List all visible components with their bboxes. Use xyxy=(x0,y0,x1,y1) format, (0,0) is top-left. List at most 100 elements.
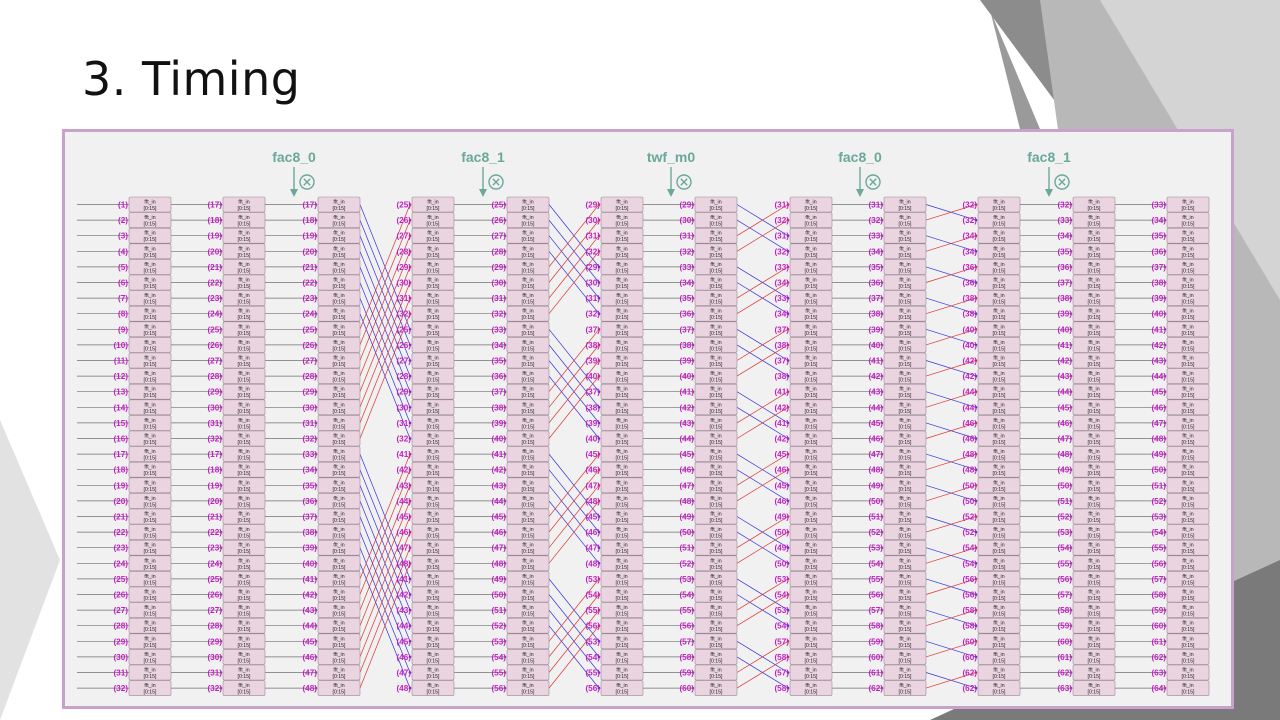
box-range-label: [0:15] xyxy=(1088,456,1102,462)
fft-register-box xyxy=(883,524,927,540)
fft-register-box xyxy=(1166,586,1210,603)
sample-index-label: (19) xyxy=(302,232,317,241)
box-range-label: [0:15] xyxy=(1182,300,1196,306)
wire-arrowhead xyxy=(786,250,790,253)
box-range-label: [0:15] xyxy=(993,206,1007,212)
fft-register-box xyxy=(222,196,266,213)
fft-register-box xyxy=(977,571,1021,587)
wire-arrowhead xyxy=(503,296,507,300)
box-name-label: fft_in xyxy=(616,402,627,408)
fft-register-box xyxy=(506,446,550,462)
sample-index-label: (37) xyxy=(774,325,789,334)
box-range-label: [0:15] xyxy=(333,627,347,633)
fft-register-box xyxy=(600,680,644,696)
sample-index-label: (28) xyxy=(302,372,317,381)
box-name-label: fft_in xyxy=(1182,465,1193,471)
sample-index-label: (46) xyxy=(1151,403,1166,412)
wire-arrowhead xyxy=(786,218,790,222)
fft-register-box xyxy=(694,430,738,447)
fft-register-box xyxy=(883,227,927,244)
sample-index-label: (58) xyxy=(868,622,883,631)
wire-arrowhead xyxy=(314,312,318,315)
fft-register-box xyxy=(600,243,644,260)
box-name-label: fft_in xyxy=(805,652,816,658)
wire-arrowhead xyxy=(597,374,601,378)
wire-arrowhead xyxy=(219,218,223,222)
box-range-label: [0:15] xyxy=(1182,471,1196,477)
fft-register-box xyxy=(883,337,927,353)
wire-arrowhead xyxy=(691,484,695,487)
box-name-label: fft_in xyxy=(993,543,1004,549)
box-range-label: [0:15] xyxy=(1182,222,1196,228)
fft-register-box xyxy=(317,493,361,509)
box-range-label: [0:15] xyxy=(144,346,158,352)
box-range-label: [0:15] xyxy=(522,346,536,352)
box-name-label: fft_in xyxy=(333,465,344,471)
routing-wire xyxy=(925,672,977,689)
box-name-label: fft_in xyxy=(427,215,438,221)
wire-arrowhead xyxy=(597,421,601,425)
box-range-label: [0:15] xyxy=(522,534,536,540)
sample-index-label: (39) xyxy=(585,357,600,366)
sample-index-label: (57) xyxy=(679,637,694,646)
box-name-label: fft_in xyxy=(710,621,721,627)
fft-register-box xyxy=(506,461,550,478)
sample-index-label: (47) xyxy=(1151,419,1166,428)
box-name-label: fft_in xyxy=(1182,558,1193,564)
fft-register-box xyxy=(694,493,738,509)
fft-register-box xyxy=(222,352,266,369)
box-range-label: [0:15] xyxy=(144,643,158,649)
sample-index-label: (60) xyxy=(868,653,883,662)
fft-register-box xyxy=(411,664,455,681)
sample-index-label: (36) xyxy=(868,279,883,288)
box-range-label: [0:15] xyxy=(238,471,252,477)
wire-arrowhead xyxy=(314,359,318,362)
wire-arrowhead xyxy=(1163,421,1167,425)
sample-index-label: (10) xyxy=(113,341,128,350)
box-range-label: [0:15] xyxy=(1182,565,1196,571)
sample-index-label: (48) xyxy=(585,559,600,568)
routing-wire xyxy=(548,500,600,564)
wire-arrowhead xyxy=(597,608,601,612)
fft-register-box xyxy=(883,290,927,306)
box-name-label: fft_in xyxy=(427,621,438,627)
wire-arrowhead xyxy=(408,484,412,487)
sample-index-label: (25) xyxy=(396,201,411,210)
fft-register-box xyxy=(317,259,361,275)
sample-index-label: (31) xyxy=(585,294,600,303)
box-range-label: [0:15] xyxy=(522,206,536,212)
sample-index-label: (27) xyxy=(396,357,411,366)
box-name-label: fft_in xyxy=(899,402,910,408)
sample-index-label: (18) xyxy=(302,216,317,225)
wire-arrowhead xyxy=(1163,686,1167,690)
wire-arrowhead xyxy=(314,406,318,409)
box-range-label: [0:15] xyxy=(522,643,536,649)
wire-arrowhead xyxy=(974,530,978,534)
wire-arrowhead xyxy=(408,499,412,503)
box-range-label: [0:15] xyxy=(522,487,536,493)
box-range-label: [0:15] xyxy=(1182,362,1196,368)
box-name-label: fft_in xyxy=(333,574,344,580)
box-range-label: [0:15] xyxy=(144,565,158,571)
box-range-label: [0:15] xyxy=(333,237,347,243)
box-name-label: fft_in xyxy=(899,293,910,299)
box-range-label: [0:15] xyxy=(805,674,819,680)
fft-register-box xyxy=(1072,477,1116,494)
sample-index-label: (30) xyxy=(585,279,600,288)
sample-index-label: (58) xyxy=(962,606,977,615)
sample-index-label: (40) xyxy=(491,435,506,444)
wire-arrowhead xyxy=(408,608,412,612)
box-name-label: fft_in xyxy=(333,215,344,221)
wire-arrowhead xyxy=(974,312,978,315)
fft-register-box xyxy=(506,196,550,213)
box-range-label: [0:15] xyxy=(899,237,913,243)
fft-register-box xyxy=(883,415,927,431)
sample-index-label: (35) xyxy=(1057,247,1072,256)
box-name-label: fft_in xyxy=(993,434,1004,440)
box-range-label: [0:15] xyxy=(710,393,724,399)
fft-register-box xyxy=(411,477,455,494)
box-range-label: [0:15] xyxy=(993,222,1007,228)
sample-index-label: (48) xyxy=(679,497,694,506)
box-range-label: [0:15] xyxy=(238,596,252,602)
fft-register-box xyxy=(506,680,550,696)
